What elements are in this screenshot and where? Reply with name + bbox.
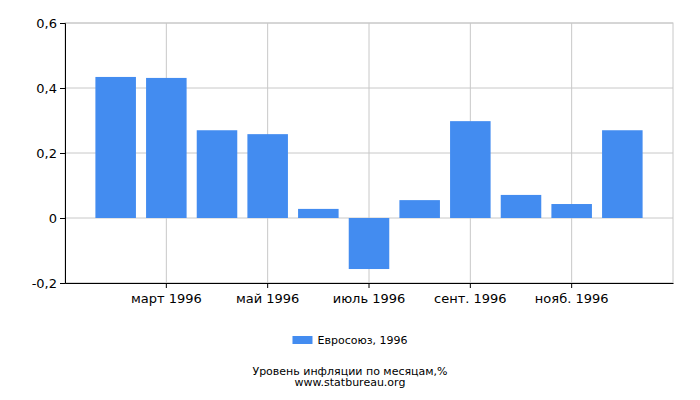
grid-line — [571, 23, 572, 283]
tick-label: сент. 1996 — [434, 291, 507, 306]
bar — [197, 130, 238, 218]
legend-swatch — [292, 336, 312, 344]
tick-mark — [60, 153, 65, 154]
legend: Евросоюз, 1996 — [292, 334, 407, 347]
plot: -0,2 0 0,2 0,4 0,6 март 1996 май 1996 июль 1996… — [32, 16, 674, 307]
bar — [551, 204, 592, 218]
tick-mark — [60, 218, 65, 219]
tick-mark — [60, 88, 65, 89]
tick: июль 1996 — [333, 283, 406, 306]
bar — [450, 121, 491, 218]
tick: май 1996 — [236, 283, 299, 306]
tick: 0 — [49, 211, 65, 226]
tick-label: -0,2 — [32, 276, 57, 291]
bar — [298, 209, 339, 218]
tick-mark — [60, 23, 65, 24]
bar — [247, 134, 288, 218]
bar — [95, 77, 136, 218]
tick-label: 0,6 — [36, 16, 57, 31]
tick: -0,2 — [32, 276, 65, 291]
tick-label: нояб. 1996 — [535, 291, 609, 306]
tick-label: 0,2 — [36, 146, 57, 161]
bar — [602, 130, 643, 218]
tick-mark — [470, 283, 471, 288]
x-axis: март 1996 май 1996 июль 1996 сент. 1996 нояб… — [66, 283, 674, 306]
tick: 0,6 — [36, 16, 65, 31]
tick-label: март 1996 — [131, 291, 202, 306]
tick-label: 0,4 — [36, 81, 57, 96]
bars — [95, 77, 642, 269]
axis-line — [60, 24, 66, 284]
bar — [399, 200, 440, 218]
legend-label: Евросоюз, 1996 — [317, 334, 407, 347]
tick: март 1996 — [131, 283, 202, 306]
tick: 0,4 — [36, 81, 65, 96]
grid — [65, 23, 673, 283]
tick-mark — [571, 283, 572, 288]
tick-label: июль 1996 — [333, 291, 406, 306]
bar — [501, 195, 542, 218]
tick-mark — [267, 283, 268, 288]
tick: 0,2 — [36, 146, 65, 161]
tick-label: май 1996 — [236, 291, 299, 306]
bar — [146, 78, 187, 218]
tick-mark — [369, 283, 370, 288]
tick: сент. 1996 — [434, 283, 507, 306]
tick: нояб. 1996 — [535, 283, 609, 306]
y-axis: -0,2 0 0,2 0,4 0,6 — [32, 16, 66, 291]
tick-label: 0 — [49, 211, 57, 226]
chart: -0,2 0 0,2 0,4 0,6 март 1996 май 1996 июль 1996… — [0, 0, 700, 400]
tick-mark — [60, 283, 65, 284]
plot-frame — [65, 23, 673, 283]
subtitle: www.statbureau.org — [295, 376, 406, 389]
tick-mark — [166, 283, 167, 288]
bar — [349, 218, 390, 269]
